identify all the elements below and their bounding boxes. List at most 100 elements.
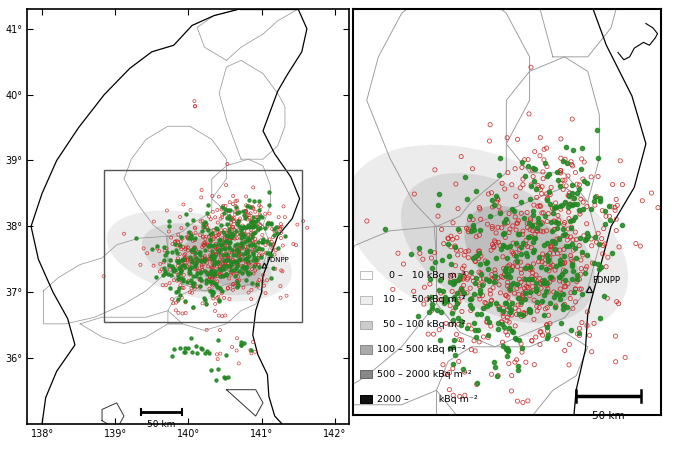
- Point: [230, 241, 241, 248]
- Point: [456, 318, 466, 325]
- Point: [409, 190, 420, 198]
- Point: [204, 272, 215, 280]
- Point: [471, 233, 482, 240]
- Point: [225, 283, 236, 290]
- Point: [219, 375, 230, 382]
- Point: [571, 201, 582, 208]
- Point: [234, 242, 245, 249]
- Point: [496, 224, 507, 231]
- Point: [487, 197, 498, 204]
- Point: [195, 232, 206, 239]
- Point: [193, 267, 204, 274]
- Point: [525, 215, 536, 222]
- Point: [423, 331, 434, 338]
- Point: [199, 297, 210, 304]
- Point: [232, 280, 243, 287]
- Point: [497, 274, 508, 281]
- Point: [464, 301, 475, 308]
- Point: [177, 257, 188, 264]
- Point: [501, 345, 512, 352]
- Point: [214, 265, 225, 272]
- Ellipse shape: [401, 173, 595, 323]
- Point: [273, 224, 284, 231]
- Point: [256, 252, 267, 259]
- Point: [502, 348, 513, 355]
- Point: [172, 250, 183, 257]
- Point: [200, 267, 211, 275]
- Point: [511, 285, 522, 292]
- Point: [172, 277, 183, 284]
- Point: [232, 235, 242, 242]
- Point: [203, 255, 214, 262]
- Point: [186, 285, 197, 292]
- Point: [177, 263, 188, 270]
- Point: [559, 198, 570, 206]
- Point: [558, 157, 569, 164]
- Point: [227, 269, 238, 276]
- Point: [510, 226, 521, 234]
- Point: [226, 230, 237, 238]
- Point: [531, 284, 542, 291]
- Point: [536, 258, 547, 265]
- Point: [613, 300, 624, 307]
- Point: [175, 282, 186, 289]
- Point: [436, 308, 447, 316]
- Point: [213, 284, 224, 291]
- Point: [550, 290, 561, 297]
- Point: [606, 249, 617, 257]
- Point: [238, 239, 249, 246]
- Point: [506, 387, 517, 395]
- Point: [553, 216, 564, 224]
- Point: [243, 236, 254, 244]
- Point: [221, 252, 232, 259]
- Point: [454, 276, 465, 283]
- Point: [429, 258, 440, 266]
- Point: [204, 273, 215, 281]
- Point: [242, 270, 253, 277]
- Point: [207, 258, 218, 265]
- Point: [478, 281, 489, 288]
- Point: [218, 266, 229, 273]
- Point: [239, 340, 250, 347]
- Point: [538, 280, 549, 287]
- Point: [502, 331, 513, 339]
- Point: [524, 308, 535, 316]
- Ellipse shape: [345, 145, 628, 337]
- Point: [160, 268, 171, 275]
- Point: [448, 280, 459, 287]
- Point: [206, 267, 217, 275]
- Point: [253, 227, 264, 234]
- Point: [173, 258, 184, 265]
- Point: [505, 287, 516, 294]
- Point: [203, 227, 214, 234]
- Point: [164, 262, 175, 269]
- Point: [219, 244, 230, 252]
- Point: [526, 244, 537, 251]
- Point: [248, 198, 259, 205]
- Point: [589, 234, 600, 241]
- Point: [524, 233, 535, 240]
- Point: [538, 292, 549, 299]
- Point: [230, 258, 241, 266]
- Point: [433, 190, 444, 198]
- Point: [256, 238, 267, 245]
- Point: [212, 263, 223, 270]
- Point: [514, 282, 525, 290]
- Point: [240, 208, 251, 215]
- Point: [516, 266, 527, 273]
- Point: [524, 306, 535, 313]
- Point: [240, 214, 251, 221]
- Point: [229, 211, 240, 218]
- Point: [549, 218, 560, 226]
- Point: [222, 242, 233, 249]
- Point: [257, 224, 268, 231]
- Point: [427, 304, 438, 312]
- Text: 50 km: 50 km: [593, 410, 625, 421]
- Point: [232, 230, 243, 238]
- Point: [549, 267, 560, 274]
- Point: [260, 249, 271, 257]
- Point: [206, 264, 216, 271]
- Point: [590, 193, 601, 201]
- Point: [481, 275, 492, 282]
- Point: [533, 258, 544, 265]
